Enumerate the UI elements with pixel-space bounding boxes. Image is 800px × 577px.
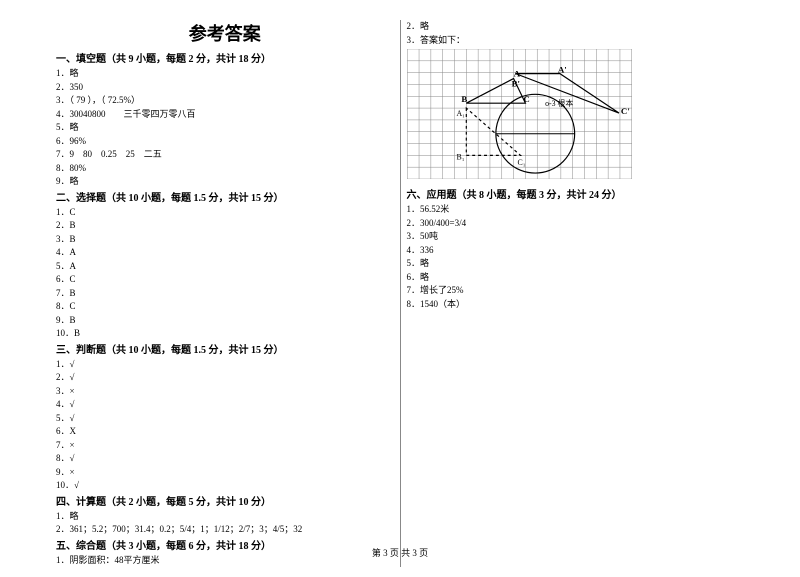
answer-line: 2．361；5.2；700；31.4；0.2；5/4；1；1/12；2/7；3；… — [56, 523, 394, 537]
section-6-header: 六、应用题（共 8 小题，每题 3 分，共计 24 分） — [407, 188, 745, 203]
answer-line: 3．（ 79 ），（ 72.5%） — [56, 94, 394, 108]
answer-line: 1．C — [56, 206, 394, 220]
answer-line: 2．B — [56, 219, 394, 233]
answer-line: 7．× — [56, 439, 394, 453]
answer-line: 6．略 — [407, 271, 745, 285]
page-footer: 第 3 页 共 3 页 — [0, 546, 800, 559]
svg-text:A₁: A₁ — [456, 109, 465, 118]
section-2-header: 二、选择题（共 10 小题，每题 1.5 分，共计 15 分） — [56, 191, 394, 206]
answer-line: 8．C — [56, 300, 394, 314]
svg-text:A': A' — [557, 65, 566, 75]
answer-line: 4．30040800 三千零四万零八百 — [56, 108, 394, 122]
answer-line: 4．336 — [407, 244, 745, 258]
answer-line: 3．50吨 — [407, 230, 745, 244]
geometry-diagram: A B C A' B' C' A₁ B₁ C₁ o-3 根本 — [407, 49, 632, 179]
answer-line: 2．350 — [56, 81, 394, 95]
answer-line: 2．300/400=3/4 — [407, 217, 745, 231]
answer-line: 9．× — [56, 466, 394, 480]
answer-line: 10．√ — [56, 479, 394, 493]
answer-line: 3．× — [56, 385, 394, 399]
left-column: 参考答案 一、填空题（共 9 小题，每题 2 分，共计 18 分） 1．略 2．… — [50, 20, 401, 567]
svg-text:A: A — [513, 69, 520, 79]
svg-text:C': C' — [620, 106, 629, 116]
answer-line: 10．B — [56, 327, 394, 341]
answer-line: 5．略 — [56, 121, 394, 135]
right-column: 2．略 3．答案如下： A B C A' B' C' A₁ B₁ C₁ o-3 … — [401, 20, 751, 567]
answer-line: 9．略 — [56, 175, 394, 189]
answer-line: 7．B — [56, 287, 394, 301]
svg-text:o-3 根本: o-3 根本 — [545, 98, 573, 108]
answer-line: 6．X — [56, 425, 394, 439]
answer-line: 7．9 80 0.25 25 二五 — [56, 148, 394, 162]
answer-line: 7．增长了25% — [407, 284, 745, 298]
section-4-header: 四、计算题（共 2 小题，每题 5 分，共计 10 分） — [56, 495, 394, 510]
answer-line: 9．B — [56, 314, 394, 328]
answer-line: 2．√ — [56, 371, 394, 385]
answer-line: 4．A — [56, 246, 394, 260]
answer-line: 8．80% — [56, 162, 394, 176]
svg-text:C₁: C₁ — [517, 158, 525, 167]
answer-line: 8．1540（本） — [407, 298, 745, 312]
answer-line: 1．略 — [56, 510, 394, 524]
answer-line: 2．略 — [407, 20, 745, 34]
section-3-header: 三、判断题（共 10 小题，每题 1.5 分，共计 15 分） — [56, 343, 394, 358]
answer-line: 6．C — [56, 273, 394, 287]
answer-line: 5．A — [56, 260, 394, 274]
answer-line: 5．略 — [407, 257, 745, 271]
answer-line: 1．56.52米 — [407, 203, 745, 217]
section-1-header: 一、填空题（共 9 小题，每题 2 分，共计 18 分） — [56, 52, 394, 67]
answer-line: 6．96% — [56, 135, 394, 149]
answer-line: 1．略 — [56, 67, 394, 81]
page-title: 参考答案 — [56, 20, 394, 46]
answer-line: 3．B — [56, 233, 394, 247]
svg-text:B: B — [461, 94, 467, 104]
answer-line: 5．√ — [56, 412, 394, 426]
svg-text:B': B' — [511, 78, 519, 88]
svg-text:C: C — [523, 94, 529, 104]
answer-line: 1．√ — [56, 358, 394, 372]
svg-text:B₁: B₁ — [456, 152, 464, 161]
answer-line: 8．√ — [56, 452, 394, 466]
answer-line: 3．答案如下： — [407, 34, 745, 48]
answer-line: 4．√ — [56, 398, 394, 412]
